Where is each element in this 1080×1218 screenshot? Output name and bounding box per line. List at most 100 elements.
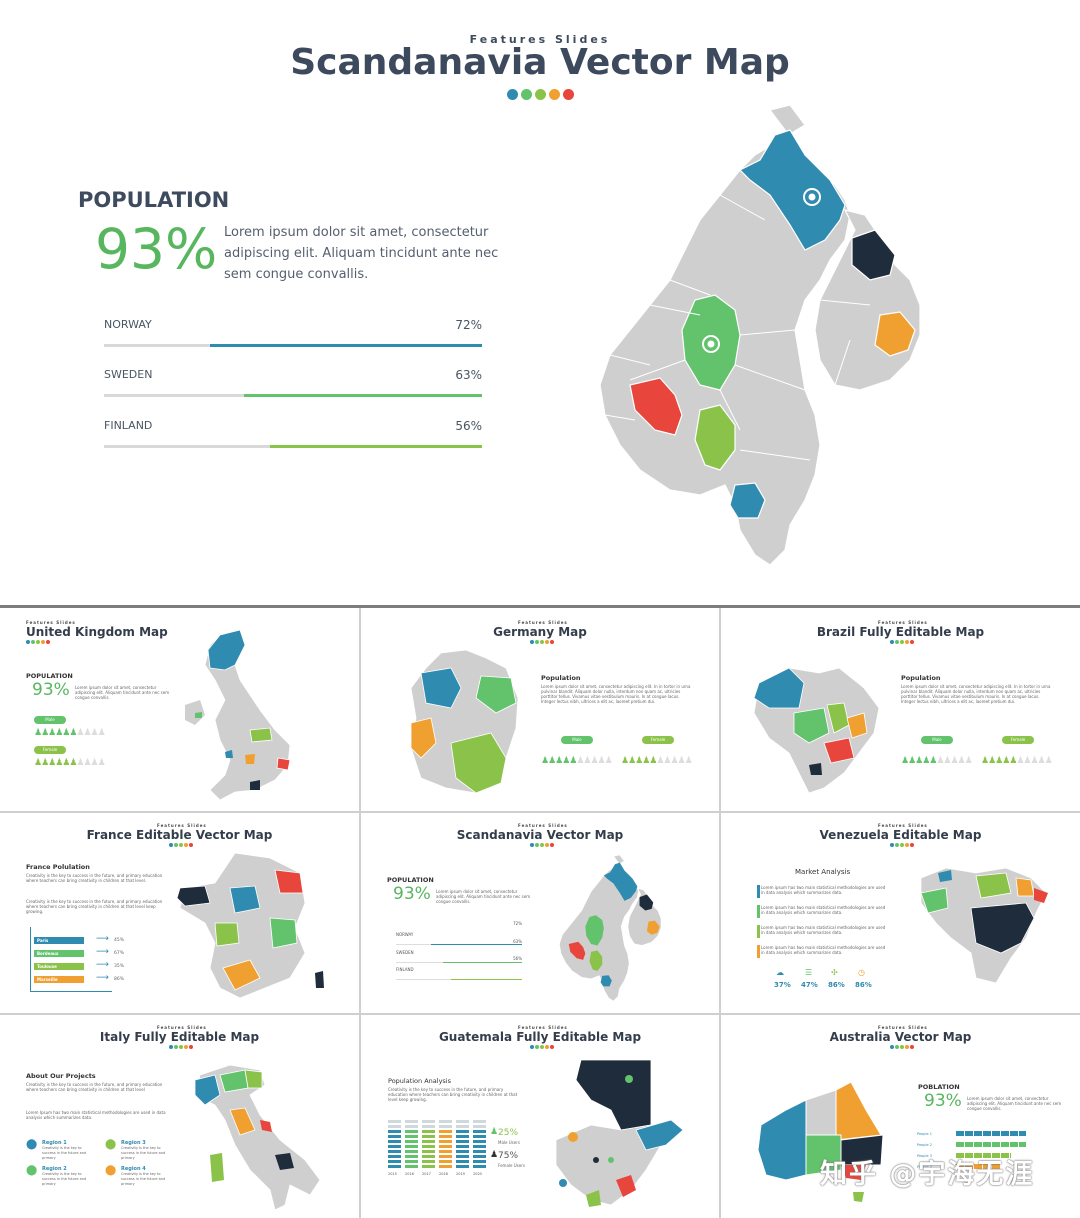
tile-kicker: Features Slides [878,620,928,625]
tile-brazil[interactable]: Features Slides Brazil Fully Editable Ma… [721,608,1080,811]
tile-subtitle: About Our Projects [26,1072,96,1080]
tile-scandinavia[interactable]: Features Slides Scandanavia Vector Map P… [361,813,719,1013]
bar-segment [439,1165,452,1168]
tile-text: Lorem ipsum dolor sit amet, consectetur … [436,889,531,904]
people-bar-2 [956,1142,1026,1147]
tile-germany[interactable]: Features Slides Germany Map Population L… [361,608,719,811]
bar-segment [439,1155,452,1158]
bar-segment [388,1120,401,1123]
people-bar-4 [956,1164,1001,1169]
tile-subtitle: Market Analysis [795,868,851,876]
tile-percent: 93% [32,680,70,700]
female-people-icons: ♟♟♟♟♟♟♟♟♟♟ [621,756,693,766]
city-bar-value: 45% [114,938,125,943]
item-accent [757,885,760,898]
people-label: People 1 [917,1132,932,1136]
tile-percent: 93% [393,884,431,904]
tile-kicker: Features Slides [518,1025,568,1030]
mini-bar-finland: FINLAND 56% [396,956,522,980]
tile-venezuela[interactable]: Features Slides Venezuela Editable Map M… [721,813,1080,1013]
bar-segment [439,1140,452,1143]
bar-segment [456,1125,469,1128]
female-pill: Female [34,746,66,754]
mini-bar-label: SWEDEN [396,950,414,955]
population-label: POPULATION [78,188,230,212]
bar-segment [405,1140,418,1143]
tile-title: Australia Vector Map [829,1030,972,1044]
bar-segment [422,1165,435,1168]
mini-bar-track [396,979,522,980]
tile-text: Lorem ipsum dolor sit amet, consectetur … [75,685,170,700]
tile-australia[interactable]: Features Slides Australia Vector Map POB… [721,1015,1080,1218]
population-bars: 2015 2016 2017 2018 2019 2020 [388,1120,488,1176]
bar-segment [456,1135,469,1138]
italy-map [194,1064,321,1211]
year-label: 2018 [439,1172,448,1176]
bar-row-norway: NORWAY 72% [104,318,482,350]
tile-kicker: Features Slides [157,1025,207,1030]
analysis-item: Lorem ipsum has two main statistical met… [761,945,886,955]
female-pill: Female [642,736,674,744]
tile-subtitle: France Polulation [26,863,90,871]
tile-subtitle: POPULATION [387,876,434,884]
bar-segment [473,1155,486,1158]
bar-segment [473,1130,486,1133]
tile-united-kingdom[interactable]: Features Slides United Kingdom Map POPUL… [0,608,359,811]
lapland-region [738,129,846,251]
year-label: 2019 [456,1172,465,1176]
france-map [176,852,324,999]
lapland-marker-dot [808,193,816,201]
region-4-pin-icon: ⬤ [105,1165,117,1176]
tile-text-2: Creativity is the key to success in the … [26,899,163,914]
region-text: Creativity is the key to success in the … [42,1172,87,1186]
male-label: Male Users [498,1140,520,1145]
chart-y-axis [30,927,31,991]
hero-kicker: Features Slides [469,33,611,46]
tile-title: United Kingdom Map [26,625,168,639]
tile-guatemala[interactable]: Features Slides Guatemala Fully Editable… [361,1015,719,1218]
map-dot [568,1132,578,1142]
bar-segment [405,1160,418,1163]
mini-bar-sweden: SWEDEN 63% [396,939,522,963]
people-label: People 2 [917,1143,932,1147]
scandinavia-map [599,104,921,566]
city-bar-label: Toulouse [34,963,84,970]
tile-dots [169,1045,193,1049]
bar-segment [405,1150,418,1153]
male-people-icons: ♟♟♟♟♟♟♟♟♟♟ [34,728,106,738]
tile-title: France Editable Vector Map [86,828,273,842]
year-label: 2020 [473,1172,482,1176]
mini-bar-label: FINLAND [396,967,414,972]
tile-dots [169,843,193,847]
mini-bar-fill [442,962,522,963]
bar-segment [422,1130,435,1133]
bar-segment [405,1135,418,1138]
item-accent [757,905,760,918]
tile-dots [530,1045,554,1049]
bar-fill [243,394,482,397]
bar-segment [473,1140,486,1143]
dot-orange [549,89,560,100]
tile-title: Scandanavia Vector Map [456,828,624,842]
region-text: Creativity is the key to success in the … [121,1172,166,1186]
bar-segment [405,1130,418,1133]
bar-segment [473,1165,486,1168]
map-dot [625,1075,633,1083]
tile-title: Guatemala Fully Editable Map [438,1030,642,1044]
bar-row-sweden: SWEDEN 63% [104,368,482,400]
section-divider [0,605,1080,608]
bar-segment [405,1145,418,1148]
region-borders [604,194,871,461]
arrow-right-icon: ⟶ [96,947,109,957]
bar-segment [439,1130,452,1133]
tile-title: Germany Map [493,625,587,639]
mini-bar-fill [451,979,522,980]
tile-text: Lorem ipsum dolor sit amet, consectetur … [541,684,691,704]
east-finland-region [874,311,916,357]
tile-italy[interactable]: Features Slides Italy Fully Editable Map… [0,1015,359,1218]
tile-percent: 93% [924,1091,962,1111]
mini-bar-value: 56% [513,956,522,961]
brazil-map [753,667,880,794]
bar-segment [422,1145,435,1148]
tile-france[interactable]: Features Slides France Editable Vector M… [0,813,359,1013]
